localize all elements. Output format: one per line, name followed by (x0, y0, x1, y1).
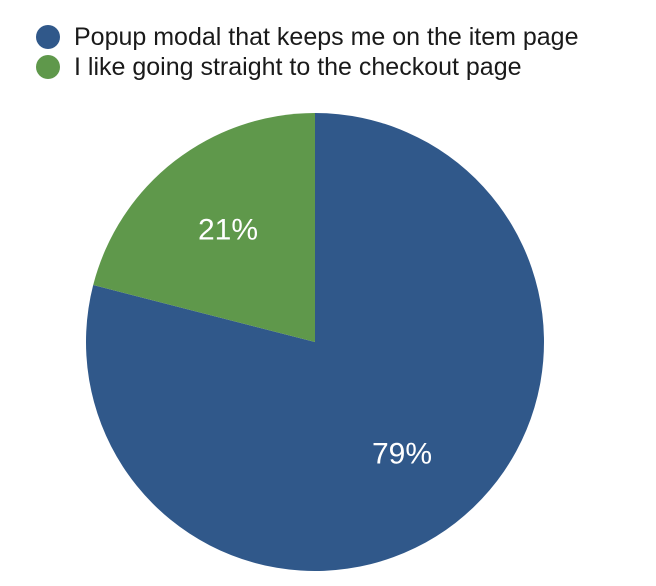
pie-label-checkout-page: 21% (198, 213, 258, 246)
pie-label-popup-modal: 79% (372, 438, 432, 471)
legend-item-checkout-page: I like going straight to the checkout pa… (36, 52, 579, 82)
legend-swatch-popup-modal (36, 25, 60, 49)
pie-slice-checkout-page (93, 113, 315, 342)
chart-legend: Popup modal that keeps me on the item pa… (36, 22, 579, 82)
legend-item-popup-modal: Popup modal that keeps me on the item pa… (36, 22, 579, 52)
legend-label-checkout-page: I like going straight to the checkout pa… (74, 52, 522, 81)
pie-slices (85, 113, 545, 571)
legend-swatch-checkout-page (36, 55, 60, 79)
legend-label-popup-modal: Popup modal that keeps me on the item pa… (74, 22, 579, 51)
pie-slice-labels: 79% 21% (198, 213, 432, 470)
